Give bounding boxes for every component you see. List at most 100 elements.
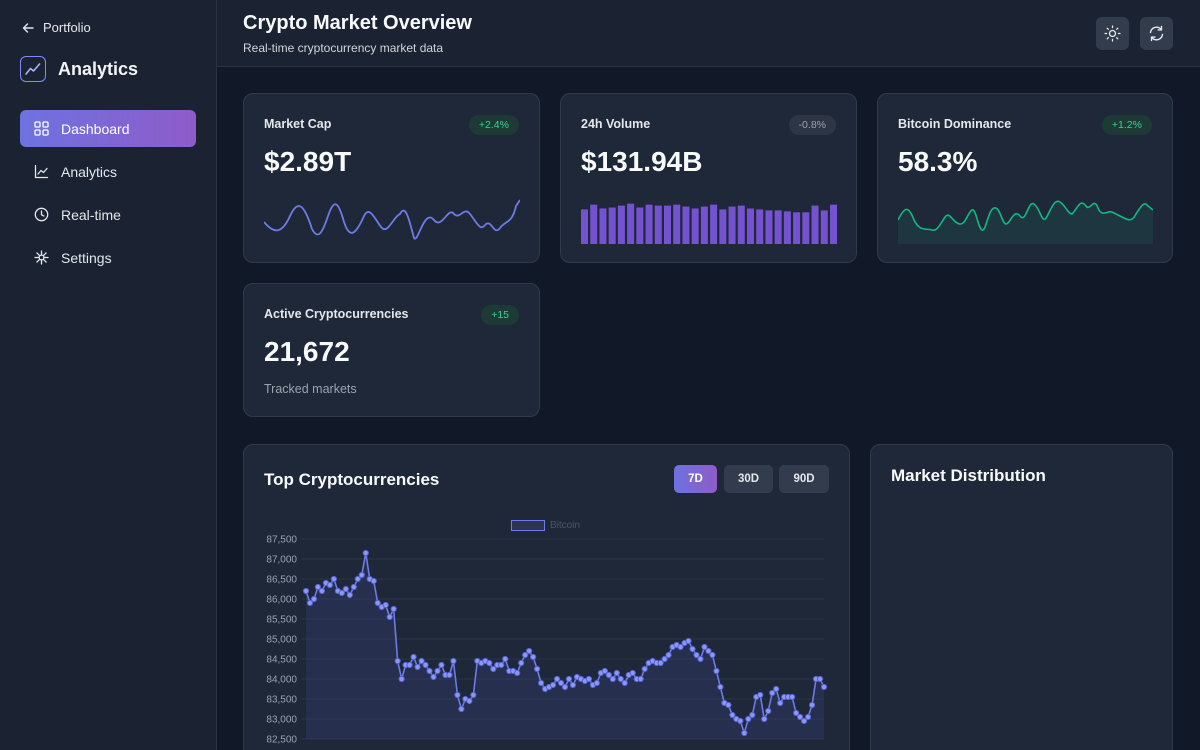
data-point[interactable] — [685, 637, 692, 645]
data-point[interactable] — [362, 549, 369, 557]
data-point[interactable] — [741, 729, 748, 737]
data-point[interactable] — [430, 673, 437, 681]
data-point[interactable] — [796, 713, 804, 721]
data-point[interactable] — [370, 577, 377, 585]
data-point[interactable] — [717, 683, 724, 691]
data-point[interactable] — [394, 657, 401, 665]
range-30d-button[interactable]: 30D — [724, 465, 773, 493]
data-point[interactable] — [585, 675, 593, 683]
data-point[interactable] — [553, 675, 561, 683]
data-point[interactable] — [314, 583, 322, 591]
data-point[interactable] — [458, 705, 465, 713]
data-point[interactable] — [621, 679, 628, 687]
data-point[interactable] — [557, 679, 565, 687]
data-point[interactable] — [374, 599, 381, 607]
data-point[interactable] — [318, 587, 326, 595]
data-point[interactable] — [537, 679, 545, 687]
data-point[interactable] — [438, 661, 445, 669]
data-point[interactable] — [302, 587, 310, 595]
data-point[interactable] — [390, 605, 397, 613]
data-point[interactable] — [406, 661, 413, 669]
data-point[interactable] — [410, 653, 417, 661]
data-point[interactable] — [454, 691, 461, 699]
data-point[interactable] — [601, 667, 608, 675]
data-point[interactable] — [773, 685, 780, 693]
chart-legend[interactable]: Bitcoin — [511, 520, 580, 531]
data-point[interactable] — [757, 691, 764, 699]
data-point[interactable] — [617, 675, 624, 683]
sidebar-item-analytics[interactable]: Analytics — [20, 153, 196, 190]
sidebar-item-realtime[interactable]: Real-time — [20, 196, 196, 233]
data-point[interactable] — [665, 651, 672, 659]
data-point[interactable] — [737, 717, 744, 725]
data-point[interactable] — [549, 681, 557, 689]
data-point[interactable] — [342, 585, 349, 593]
data-point[interactable] — [808, 701, 816, 709]
data-point[interactable] — [677, 643, 684, 651]
data-point[interactable] — [761, 715, 768, 723]
data-point[interactable] — [561, 683, 569, 691]
data-point[interactable] — [804, 713, 812, 721]
data-point[interactable] — [534, 665, 541, 673]
data-point[interactable] — [769, 689, 776, 697]
data-point[interactable] — [701, 643, 708, 651]
sidebar-item-dashboard[interactable]: Dashboard — [20, 110, 196, 147]
data-point[interactable] — [354, 575, 361, 583]
data-point[interactable] — [330, 575, 337, 583]
data-point[interactable] — [765, 707, 772, 715]
data-point[interactable] — [697, 655, 704, 663]
data-point[interactable] — [466, 697, 473, 705]
data-point[interactable] — [498, 661, 505, 669]
range-90d-button[interactable]: 90D — [779, 465, 829, 493]
data-point[interactable] — [434, 667, 441, 675]
data-point[interactable] — [793, 709, 800, 717]
data-point[interactable] — [609, 675, 616, 683]
data-point[interactable] — [629, 669, 636, 677]
data-point[interactable] — [470, 691, 477, 699]
data-point[interactable] — [709, 651, 716, 659]
data-point[interactable] — [569, 681, 577, 689]
data-point[interactable] — [613, 669, 620, 677]
data-point[interactable] — [398, 675, 405, 683]
data-point[interactable] — [777, 699, 784, 707]
data-point[interactable] — [605, 671, 612, 679]
data-point[interactable] — [593, 679, 600, 687]
data-point[interactable] — [789, 693, 796, 701]
data-point[interactable] — [820, 683, 828, 691]
data-point[interactable] — [526, 647, 533, 655]
data-point[interactable] — [326, 581, 334, 589]
data-point[interactable] — [422, 661, 429, 669]
data-point[interactable] — [514, 669, 521, 677]
data-point[interactable] — [450, 657, 457, 665]
data-point[interactable] — [502, 655, 509, 663]
data-point[interactable] — [530, 653, 537, 661]
data-point[interactable] — [693, 651, 700, 659]
data-point[interactable] — [705, 647, 712, 655]
data-point[interactable] — [565, 675, 573, 683]
data-point[interactable] — [382, 601, 389, 609]
data-point[interactable] — [446, 671, 453, 679]
range-7d-button[interactable]: 7D — [674, 465, 717, 493]
data-point[interactable] — [637, 675, 644, 683]
data-point[interactable] — [745, 715, 752, 723]
data-point[interactable] — [418, 657, 425, 665]
data-point[interactable] — [657, 659, 664, 667]
data-point[interactable] — [713, 667, 720, 675]
data-point[interactable] — [800, 717, 808, 725]
data-point[interactable] — [350, 583, 357, 591]
data-point[interactable] — [426, 667, 433, 675]
data-point[interactable] — [522, 651, 529, 659]
data-point[interactable] — [729, 711, 736, 719]
data-point[interactable] — [338, 589, 345, 597]
data-point[interactable] — [749, 711, 756, 719]
data-point[interactable] — [816, 675, 824, 683]
data-point[interactable] — [358, 571, 365, 579]
data-point[interactable] — [346, 591, 353, 599]
data-point[interactable] — [518, 659, 525, 667]
refresh-button[interactable] — [1140, 17, 1173, 50]
back-to-portfolio-link[interactable]: Portfolio — [22, 20, 91, 35]
data-point[interactable] — [661, 655, 668, 663]
data-point[interactable] — [725, 701, 732, 709]
theme-toggle-button[interactable] — [1096, 17, 1129, 50]
data-point[interactable] — [641, 665, 648, 673]
